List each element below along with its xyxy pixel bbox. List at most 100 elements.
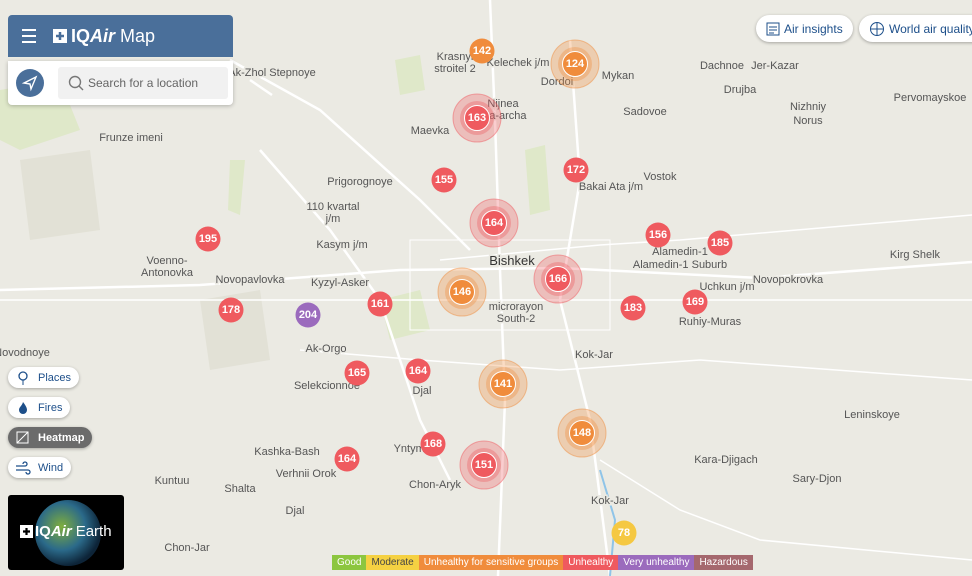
place-label: Shalta xyxy=(224,483,256,495)
aqi-value: 166 xyxy=(549,273,567,285)
aqi-value: 151 xyxy=(475,459,493,471)
aqi-marker[interactable]: 164 xyxy=(405,358,431,384)
search-input[interactable]: Search for a location xyxy=(58,67,228,99)
aqi-marker[interactable]: 185 xyxy=(707,230,733,256)
locate-button[interactable] xyxy=(16,69,44,97)
layer-button[interactable]: Fires xyxy=(8,397,71,418)
layer-button[interactable]: Places xyxy=(8,367,80,388)
place-label: Ruhiy-Muras xyxy=(679,316,742,328)
aqi-marker[interactable]: 178 xyxy=(218,297,244,323)
aqi-marker[interactable]: 168 xyxy=(420,431,446,457)
aqi-marker[interactable]: 163 xyxy=(452,93,502,143)
aqi-marker[interactable]: 169 xyxy=(682,289,708,315)
place-label: Norus xyxy=(793,115,823,127)
aqi-value: 178 xyxy=(222,304,240,316)
place-label: Jer-Kazar xyxy=(751,60,799,72)
aqi-marker[interactable]: 164 xyxy=(469,198,519,248)
place-label: Kirg Shelk xyxy=(890,249,941,261)
legend-item: Unhealthy xyxy=(563,555,619,570)
marker-dot xyxy=(682,289,708,315)
place-label: Vostok xyxy=(643,171,677,183)
aqi-value: 78 xyxy=(618,527,630,539)
place-label: Kasym j/m xyxy=(316,239,367,251)
place-label: Ak-Zhol Stepnoye xyxy=(228,67,315,79)
place-label: Pervomayskoe xyxy=(894,92,967,104)
place-label: Maevka xyxy=(411,125,450,137)
aqi-marker[interactable]: 156 xyxy=(645,222,671,248)
place-label: Kara-Djigach xyxy=(694,454,758,466)
place-label: Djal xyxy=(413,385,432,397)
aqi-marker[interactable]: 166 xyxy=(533,254,583,304)
product-name: Map xyxy=(120,25,156,46)
aqi-value: 141 xyxy=(494,378,512,390)
icon xyxy=(18,371,28,385)
place-label: Selekcionnoe xyxy=(294,380,360,392)
place-label: Dachnoe xyxy=(700,60,744,72)
aqi-legend: Good Moderate Unhealthy for sensitive grou… xyxy=(332,555,753,570)
aqi-marker[interactable]: 78 xyxy=(611,520,637,546)
place-label: Djal xyxy=(286,505,305,517)
place-label: Leninskoye xyxy=(844,409,900,421)
icon xyxy=(19,402,27,414)
place-label: Novopokrovka xyxy=(753,274,824,286)
place-label: Uchkun j/m xyxy=(699,281,754,293)
marker-dot xyxy=(545,266,571,292)
aqi-marker[interactable]: 164 xyxy=(334,446,360,472)
marker-dot xyxy=(405,358,431,384)
place-label: Sary-Djon xyxy=(793,473,842,485)
aqi-marker[interactable]: 165 xyxy=(344,360,370,386)
aqi-marker[interactable]: 142 xyxy=(469,38,495,64)
aqi-marker[interactable]: 155 xyxy=(431,167,457,193)
marker-dot xyxy=(334,446,360,472)
aqi-value: 164 xyxy=(409,365,428,377)
marker-dot xyxy=(469,38,495,64)
menu-icon[interactable] xyxy=(8,15,52,57)
marker-dot xyxy=(449,279,475,305)
aqi-value: 164 xyxy=(485,217,504,229)
button-label: Places xyxy=(38,371,72,384)
aqi-marker[interactable]: 146 xyxy=(437,267,487,317)
place-label: Kashka-Bash xyxy=(254,446,319,458)
aqi-value: 185 xyxy=(711,237,729,249)
world-air-quality-button[interactable]: World air quality xyxy=(859,15,972,42)
aqi-marker[interactable]: 141 xyxy=(478,359,528,409)
place-label: Nijnea xyxy=(487,98,519,110)
button-label: World air quality xyxy=(889,21,972,36)
aqi-marker[interactable]: 151 xyxy=(459,440,509,490)
marker-dot xyxy=(367,291,393,317)
marker-dot xyxy=(563,157,589,183)
air-insights-button[interactable]: Air insights xyxy=(756,15,853,42)
earth-link[interactable]: IQ Air Earth xyxy=(8,495,124,570)
icon xyxy=(870,21,884,36)
layer-button[interactable]: Heatmap xyxy=(8,427,93,448)
aqi-value: 142 xyxy=(473,45,491,57)
legend-item: Hazardous xyxy=(694,555,753,570)
brand-cross xyxy=(53,29,67,43)
aqi-marker[interactable]: 161 xyxy=(367,291,393,317)
aqi-marker[interactable]: 204 xyxy=(295,302,321,328)
aqi-marker[interactable]: 172 xyxy=(563,157,589,183)
aqi-markers: 142 124 163 155 172 164 195 156 185 166 146 178 204 1… xyxy=(195,38,733,546)
place-label: Frunze imeni xyxy=(99,132,163,144)
place-label: South-2 xyxy=(497,313,536,325)
legend-item: Good xyxy=(332,555,367,570)
search-panel: Search for a location xyxy=(8,61,233,105)
aqi-marker[interactable]: 124 xyxy=(550,39,600,89)
aqi-marker[interactable]: 148 xyxy=(557,408,607,458)
legend-item: Moderate xyxy=(366,555,419,570)
aqi-marker[interactable]: 183 xyxy=(620,295,646,321)
aqi-marker[interactable]: 195 xyxy=(195,226,221,252)
place-label: Kyzyl-Asker xyxy=(311,277,369,289)
aqi-value: 165 xyxy=(348,367,366,379)
place-label: Antonovka xyxy=(141,267,194,279)
marker-dot xyxy=(707,230,733,256)
place-label: Ala-archa xyxy=(479,110,527,122)
button-label: Fires xyxy=(38,401,63,414)
marker-dot xyxy=(420,431,446,457)
place-label: j/m xyxy=(325,213,341,225)
marker-dot xyxy=(490,371,516,397)
marker-dot xyxy=(471,452,497,478)
brand-bar: IQ Air Map xyxy=(8,15,233,57)
layer-button[interactable]: Wind xyxy=(8,457,72,478)
